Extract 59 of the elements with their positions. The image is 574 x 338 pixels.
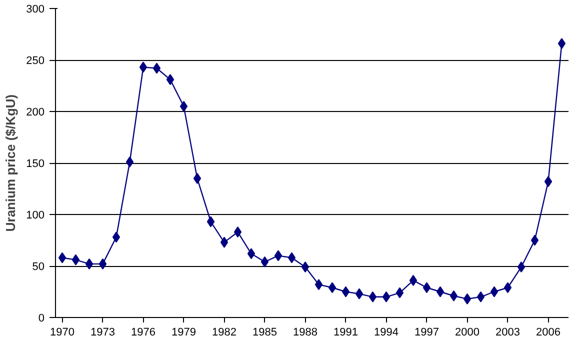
x-tick-label: 1982 (212, 326, 236, 338)
x-tick-label: 1973 (90, 326, 115, 338)
point (85, 258, 94, 270)
y-tick-label: 100 (26, 210, 45, 222)
x-tick-label: 1994 (374, 326, 398, 338)
point (530, 234, 539, 246)
y-axis-title: Uranium price ($/KgU) (3, 94, 18, 232)
point (558, 38, 566, 50)
point (409, 274, 418, 286)
y-tick-label: 50 (32, 261, 45, 273)
x-tick-label: 1991 (334, 326, 358, 338)
point (490, 286, 498, 298)
point (476, 291, 485, 302)
point (220, 236, 228, 248)
point (436, 286, 444, 298)
x-tick-label: 1976 (131, 326, 156, 338)
point (328, 282, 336, 294)
point (260, 256, 269, 268)
point (450, 290, 458, 302)
point (368, 291, 377, 302)
point (544, 176, 552, 188)
point (193, 172, 202, 184)
x-tick-label: 1985 (252, 326, 277, 338)
point (517, 262, 526, 273)
point (314, 279, 323, 290)
point (206, 216, 215, 228)
point (463, 293, 472, 304)
y-tick-label: 150 (26, 158, 45, 170)
point (355, 288, 364, 300)
x-tick-label: 1979 (172, 326, 196, 338)
y-tick-label: 0 (38, 312, 45, 324)
point (504, 282, 512, 294)
point (396, 287, 404, 298)
point (247, 248, 256, 260)
x-tick-label: 2000 (455, 326, 480, 338)
y-tick-label: 200 (26, 106, 45, 118)
point (274, 250, 282, 262)
point (152, 62, 161, 74)
point (166, 74, 174, 86)
point (139, 62, 148, 73)
point (126, 156, 134, 168)
point (288, 252, 296, 264)
x-tick-label: 1988 (293, 326, 318, 338)
point (180, 100, 188, 112)
point (301, 262, 310, 273)
point (234, 226, 242, 238)
point (72, 254, 80, 266)
y-tick-label: 300 (26, 4, 45, 16)
point (422, 282, 431, 294)
point (382, 291, 390, 302)
x-tick-label: 2003 (496, 326, 520, 338)
point (342, 286, 350, 298)
x-tick-label: 1997 (414, 326, 439, 338)
point (98, 258, 107, 270)
x-tick-label: 2006 (536, 326, 560, 338)
point (58, 252, 66, 264)
x-tick-label: 1970 (50, 326, 74, 338)
y-tick-label: 250 (26, 55, 45, 67)
point (112, 232, 120, 243)
